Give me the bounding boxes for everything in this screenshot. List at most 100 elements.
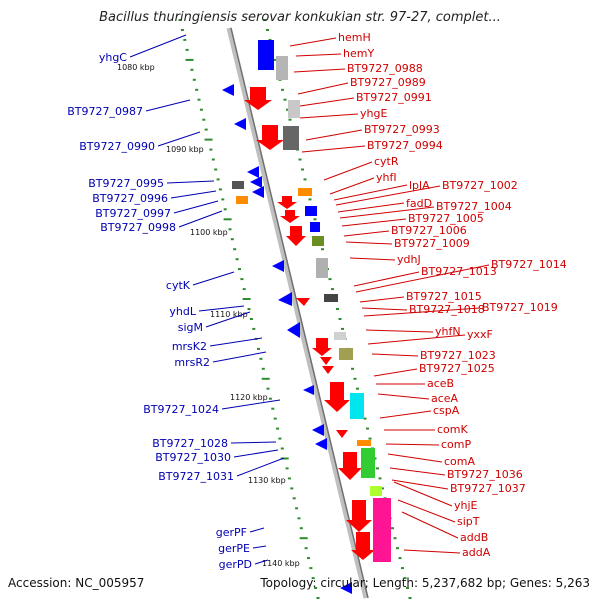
gene-label[interactable]: yhfN — [435, 325, 461, 338]
gene-label[interactable]: BT9727_1005 — [408, 212, 484, 225]
scale-tick-major — [299, 537, 308, 540]
gene-label[interactable]: BT9727_1009 — [394, 237, 470, 250]
gene-block-gray — [276, 56, 288, 80]
scale-tick-minor — [252, 327, 256, 330]
gene-label[interactable]: cspA — [433, 404, 460, 417]
gene-label[interactable]: hemH — [338, 31, 371, 44]
gene-label[interactable]: sipT — [457, 515, 480, 528]
leader-line — [345, 241, 393, 245]
scale-tick-minor — [303, 178, 307, 181]
gene-label[interactable]: BT9727_1023 — [420, 349, 496, 362]
gene-label[interactable]: yhgE — [360, 107, 387, 120]
scale-tick-minor — [263, 19, 267, 21]
gene-label[interactable]: cytK — [166, 279, 191, 292]
leader-line — [359, 296, 405, 303]
scale-tick-minor — [242, 288, 246, 291]
gene-label[interactable]: fadD — [406, 197, 432, 210]
gene-label[interactable]: lplA — [409, 179, 430, 192]
gene-label[interactable]: BT9727_1024 — [143, 403, 219, 416]
gene-label[interactable]: BT9727_0988 — [347, 62, 423, 75]
gene-label[interactable]: yxxF — [467, 328, 493, 341]
scale-tick-minor — [266, 387, 270, 390]
gene-label[interactable]: BT9727_1004 — [436, 200, 512, 213]
leader-line — [236, 457, 285, 477]
gene-label[interactable]: BT9727_0990 — [79, 140, 155, 153]
gene-label[interactable]: gerPE — [218, 542, 250, 555]
scale-tick-minor — [408, 597, 412, 599]
gene-label[interactable]: ydhJ — [397, 253, 421, 266]
scale-tick-minor — [266, 29, 269, 31]
leader-line — [205, 311, 251, 328]
gene-label[interactable]: BT9727_1031 — [158, 470, 234, 483]
forward-gene-arrow — [280, 210, 300, 223]
scale-tick-minor — [406, 587, 409, 589]
scale-tick-minor — [233, 248, 237, 251]
gene-label[interactable]: BT9727_0989 — [350, 76, 426, 89]
gene-block-dark — [324, 294, 338, 302]
gene-label[interactable]: BT9727_1018 — [409, 303, 485, 316]
scale-tick-minor — [202, 118, 206, 121]
gene-label[interactable]: yhgC — [99, 51, 127, 64]
scale-tick-minor — [273, 417, 277, 420]
scale-tick-minor — [271, 407, 275, 410]
gene-label[interactable]: BT9727_1014 — [491, 258, 567, 271]
gene-label[interactable]: BT9727_1037 — [450, 482, 526, 495]
gene-label[interactable]: sigM — [178, 321, 203, 334]
forward-gene-arrow — [256, 125, 284, 150]
gene-label[interactable]: yhfI — [376, 171, 397, 184]
scale-tick-minor — [353, 377, 357, 380]
left-gene-labels: yhgC BT9727_0987 BT9727_0990 BT9727_0995… — [67, 51, 252, 571]
scale-tick-minor — [230, 238, 234, 241]
gene-label[interactable]: hemY — [343, 47, 374, 60]
gene-label[interactable]: BT9727_1015 — [406, 290, 482, 303]
gene-label[interactable]: BT9727_0996 — [92, 192, 168, 205]
gene-label[interactable]: BT9727_1019 — [482, 301, 558, 314]
leader-line — [337, 202, 405, 213]
gene-label[interactable]: yhdL — [169, 305, 196, 318]
gene-label[interactable]: BT9727_1025 — [419, 362, 495, 375]
reverse-gene-arrow — [272, 260, 284, 272]
gene-label[interactable]: BT9727_1028 — [152, 437, 228, 450]
gene-label[interactable]: gerPD — [219, 558, 252, 571]
gene-label[interactable]: BT9727_0987 — [67, 105, 143, 118]
map-title: Bacillus thuringiensis serovar konkukian… — [99, 10, 501, 25]
gene-label[interactable]: BT9727_0993 — [364, 123, 440, 136]
gene-label[interactable]: BT9727_1006 — [391, 224, 467, 237]
gene-label[interactable]: BT9727_0991 — [356, 91, 432, 104]
gene-block-dark — [232, 181, 244, 189]
gene-label[interactable]: mrsK2 — [172, 340, 207, 353]
gene-label[interactable]: BT9727_1036 — [447, 468, 523, 481]
right-gene-labels: hemH hemY BT9727_0988 BT9727_0989 BT9727… — [338, 31, 567, 559]
gene-label[interactable]: mrsR2 — [174, 356, 210, 369]
right-leader-lines — [289, 37, 490, 554]
scale-tick-minor — [273, 58, 277, 61]
gene-label[interactable]: addB — [460, 531, 488, 544]
gene-label[interactable]: BT9727_0997 — [95, 207, 171, 220]
gene-label[interactable]: comA — [444, 455, 475, 468]
gene-label[interactable]: cytR — [374, 155, 399, 168]
gene-label[interactable]: comK — [437, 423, 468, 436]
scale-tick-minor — [261, 367, 265, 370]
gene-label[interactable]: BT9727_1013 — [421, 265, 497, 278]
leader-line — [170, 190, 217, 199]
gene-label[interactable]: aceA — [431, 392, 459, 405]
gene-label[interactable]: BT9727_0994 — [367, 139, 443, 152]
scale-tick-minor — [214, 168, 218, 171]
gene-label[interactable]: BT9727_0995 — [88, 177, 164, 190]
gene-label[interactable]: BT9727_1002 — [442, 179, 518, 192]
gene-label[interactable]: BT9727_0998 — [100, 221, 176, 234]
scale-tick-minor — [238, 268, 241, 271]
gene-label[interactable]: BT9727_1030 — [155, 451, 231, 464]
gene-label[interactable]: addA — [462, 546, 491, 559]
gene-label[interactable]: comP — [441, 438, 471, 451]
scale-tick-minor — [309, 567, 313, 570]
leader-line — [209, 337, 263, 347]
gene-label[interactable]: gerPF — [216, 526, 247, 539]
gene-label[interactable]: aceB — [427, 377, 454, 390]
gene-block-pink — [373, 498, 391, 562]
gene-label[interactable]: yhjE — [454, 499, 478, 512]
scale-labels: 1080 kbp 1090 kbp 1100 kbp 1110 kbp 1120 kbp… — [117, 63, 300, 568]
scale-tick-minor — [381, 487, 384, 490]
scale-tick-minor — [257, 347, 260, 350]
